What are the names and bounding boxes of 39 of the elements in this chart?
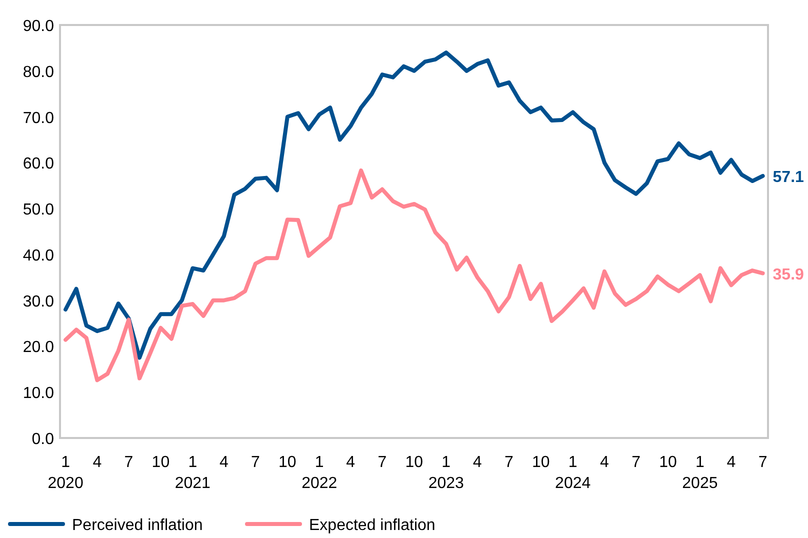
legend-label: Perceived inflation — [72, 517, 203, 534]
x-tick-label: 1 2025 — [682, 454, 718, 492]
x-tick-label: 1 2020 — [48, 454, 84, 492]
y-tick-label: 30.0 — [22, 293, 54, 310]
line-series — [64, 168, 765, 382]
x-tick-label: 7 — [251, 454, 260, 471]
x-tick-label: 7 — [504, 454, 514, 471]
x-tick-label: 7 — [632, 454, 641, 471]
x-tick-label: 1 2021 — [174, 454, 211, 492]
x-tick-label: 4 — [726, 454, 736, 471]
x-tick-label: 10 — [532, 454, 550, 471]
data-label: 35.9 — [772, 266, 804, 284]
y-tick-label: 20.0 — [22, 339, 54, 356]
y-tick-label: 70.0 — [22, 110, 54, 127]
x-tick-label: 10 — [659, 454, 677, 471]
x-tick-label: 10 — [278, 454, 296, 471]
x-tick-label: 1 2022 — [302, 454, 338, 492]
x-tick-label: 4 — [346, 454, 356, 471]
y-tick-label: 60.0 — [22, 156, 54, 173]
y-tick-label: 90.0 — [22, 18, 54, 35]
x-tick-label: 10 — [405, 454, 424, 471]
x-tick-label: 7 — [378, 454, 387, 471]
x-tick-label: 10 — [152, 454, 170, 471]
y-tick-label: 0.0 — [32, 431, 54, 448]
y-tick-label: 50.0 — [22, 202, 54, 219]
x-tick-label: 4 — [92, 454, 102, 471]
x-tick-label: 7 — [124, 454, 134, 471]
x-tick-label: 1 2023 — [428, 454, 464, 492]
line-series — [64, 50, 765, 360]
x-tick-label: 4 — [219, 454, 228, 471]
x-tick-label: 4 — [600, 454, 609, 471]
x-tick-label: 1 2024 — [555, 454, 591, 492]
x-tick-label: 4 — [472, 454, 482, 471]
legend-label: Expected inflation — [309, 517, 436, 534]
x-tick-label: 7 — [758, 454, 768, 471]
y-tick-label: 40.0 — [22, 247, 54, 264]
y-tick-label: 80.0 — [22, 64, 54, 81]
y-tick-label: 10.0 — [22, 385, 54, 402]
data-label: 57.1 — [772, 168, 804, 186]
